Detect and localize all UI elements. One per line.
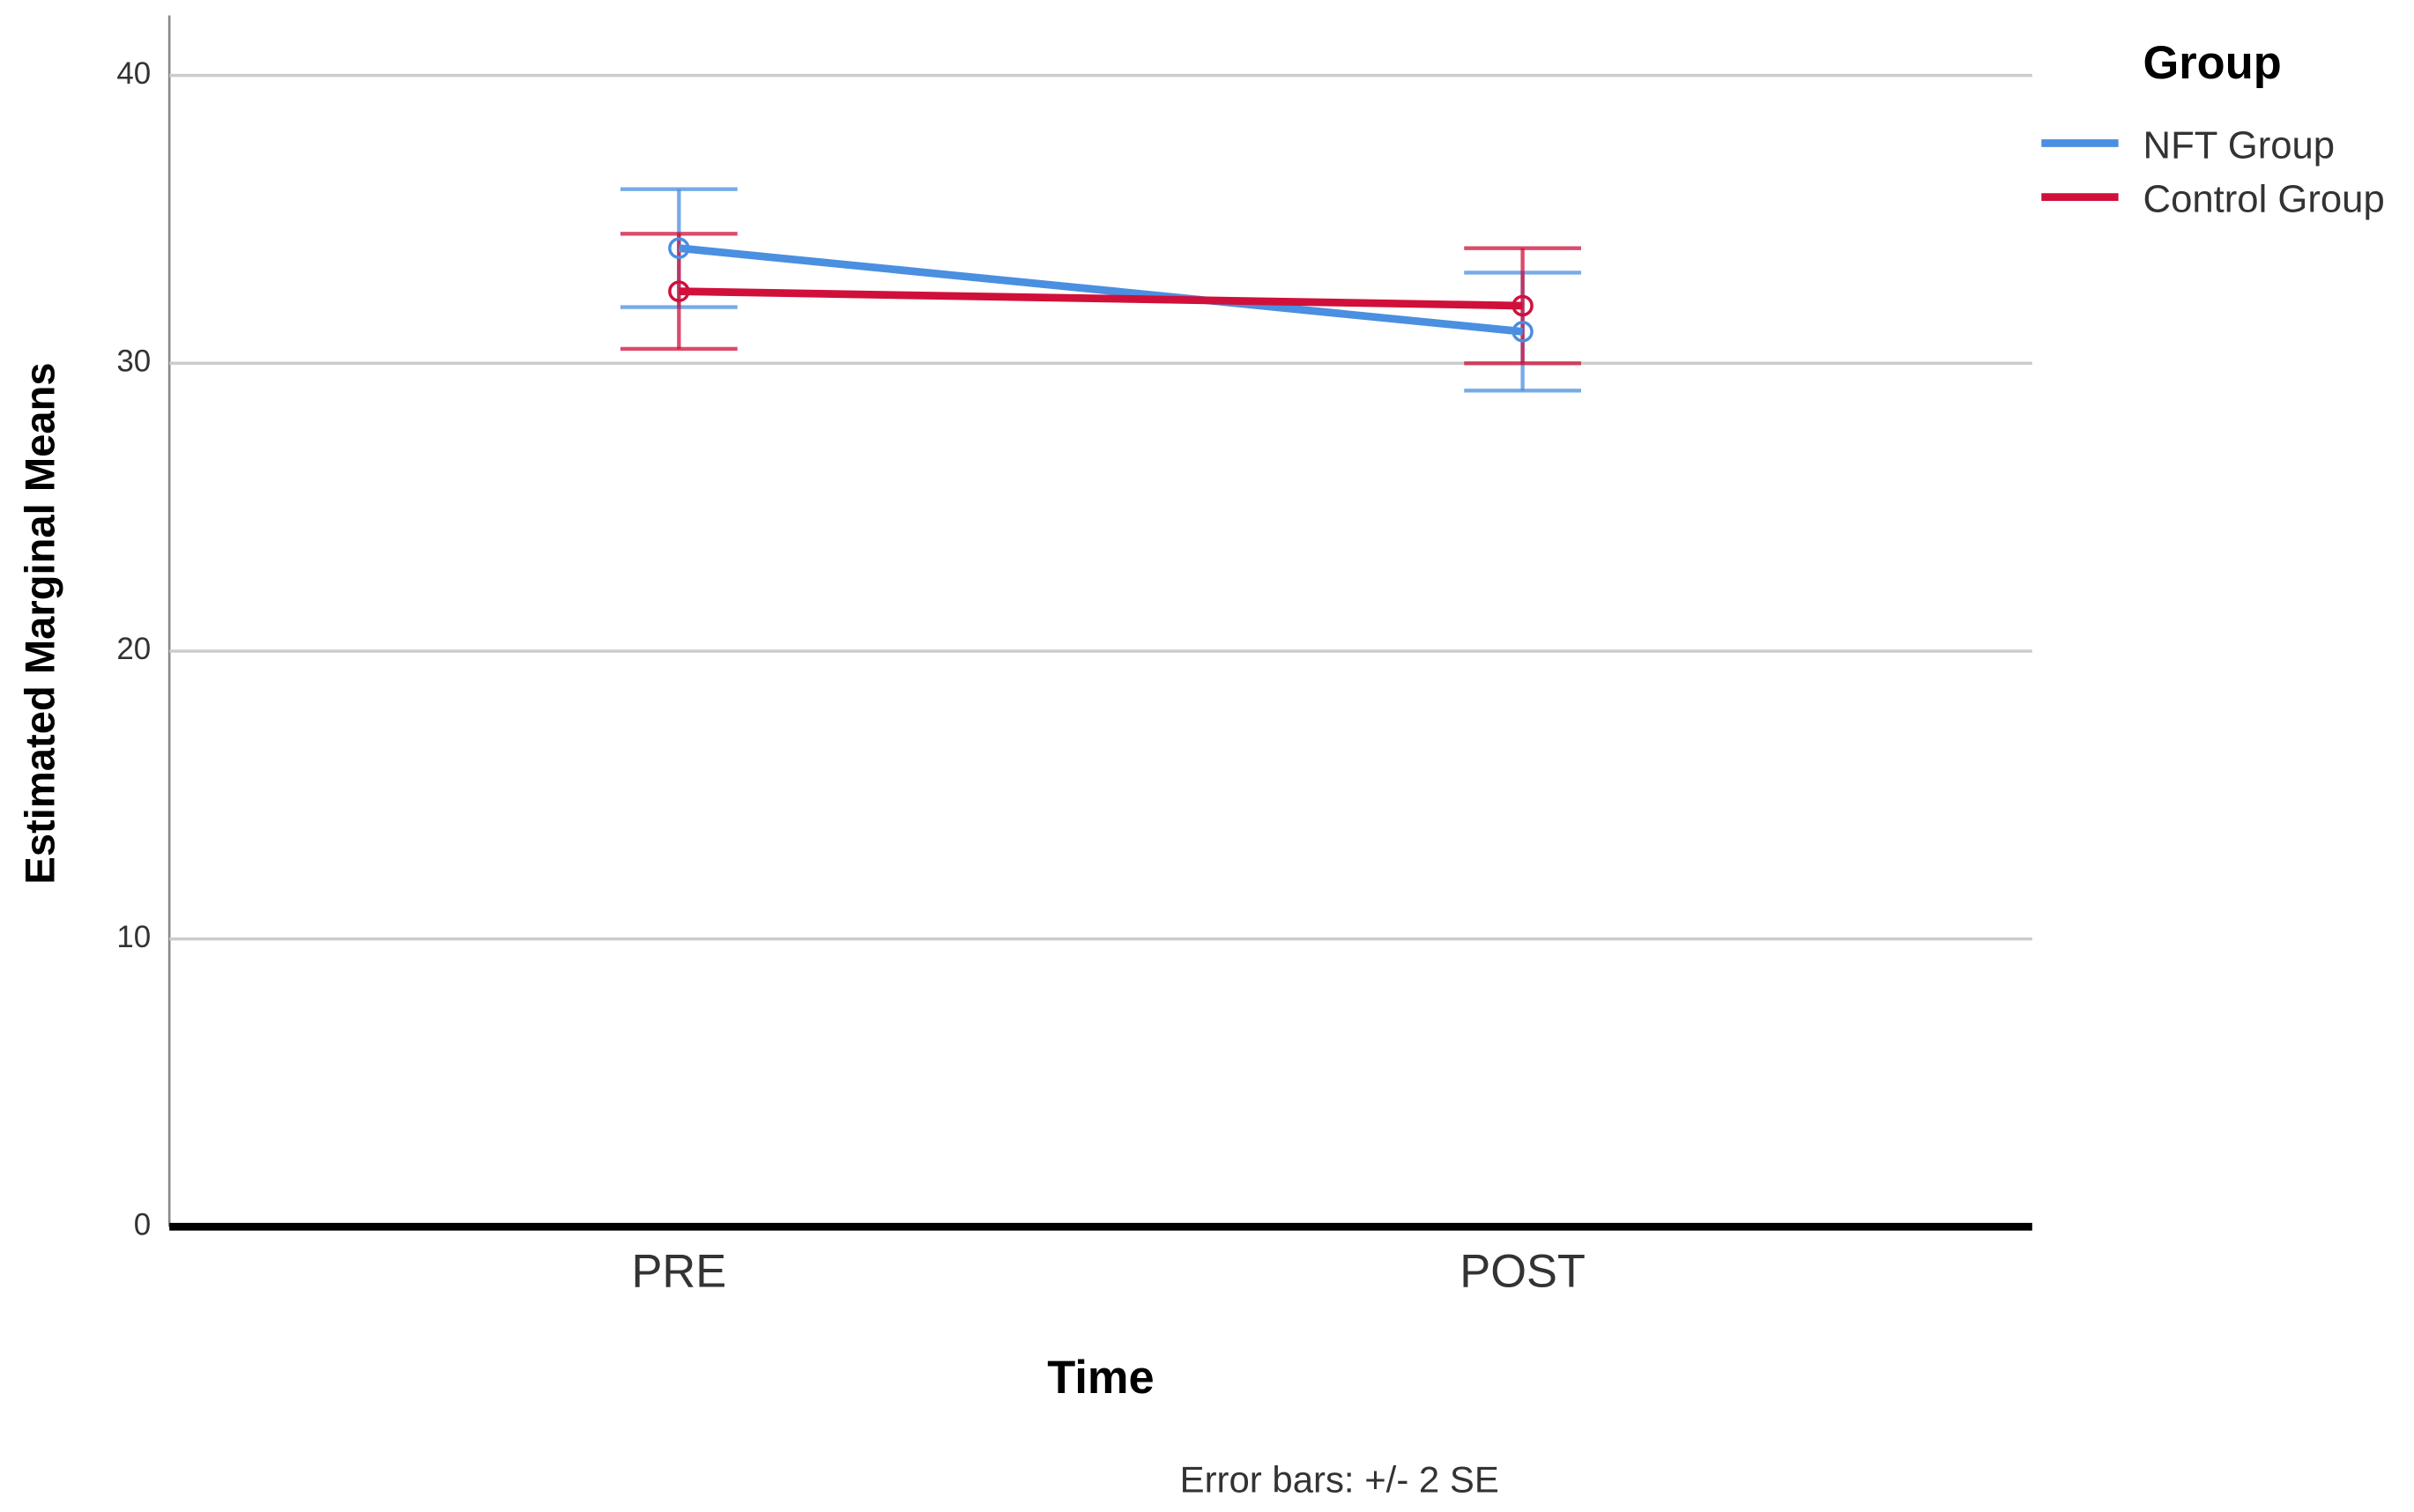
series-line	[679, 287, 1523, 310]
legend-title: Group	[2143, 38, 2282, 89]
point	[668, 280, 690, 302]
x-axis-label: Time	[1047, 1353, 1154, 1404]
x-tick-label: POST	[1460, 1246, 1586, 1297]
x-tick-label: PRE	[631, 1246, 726, 1297]
series-line	[678, 244, 1524, 336]
legend-label: Control Group	[2143, 177, 2385, 220]
y-tick-label: 40	[116, 56, 151, 91]
note: Error bars: +/- 2 SE	[1180, 1458, 1499, 1500]
point	[1512, 321, 1534, 343]
y-axis-label: Estimated Marginal Means	[16, 362, 63, 884]
point	[1512, 294, 1534, 317]
legend-label: NFT Group	[2143, 123, 2336, 167]
y-tick-label: 20	[116, 632, 151, 666]
y-tick-label: 30	[116, 345, 151, 379]
y-tick-label: 10	[116, 920, 151, 954]
point	[668, 237, 690, 259]
y-tick-label: 0	[134, 1207, 151, 1241]
